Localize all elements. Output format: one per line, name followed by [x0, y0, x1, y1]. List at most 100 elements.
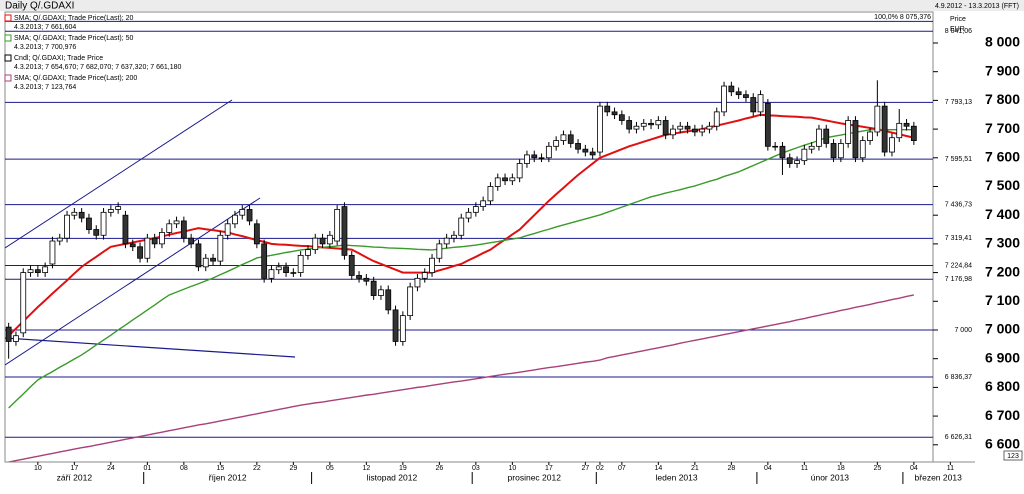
candle-body: [516, 163, 523, 179]
legend-swatch: [4, 14, 12, 22]
candle-body: [691, 128, 698, 133]
candle-body: [71, 211, 78, 216]
candle-body: [202, 257, 209, 268]
candle-body: [867, 131, 873, 141]
candle-body: [662, 120, 669, 136]
y-axis-unit: EUR: [950, 26, 965, 33]
candle-body: [137, 246, 143, 259]
candle-body: [312, 237, 319, 251]
candle-body: [13, 335, 19, 342]
trend-line: [5, 99, 233, 249]
x-tick-label: 27: [581, 465, 589, 472]
candle-body: [305, 249, 311, 256]
corner-label: 123: [1007, 453, 1019, 460]
candle-body: [721, 85, 727, 113]
month-label: listopad 2012: [367, 472, 418, 482]
x-tick-label: 12: [362, 465, 370, 472]
y-tick-label: 6 700: [985, 407, 1020, 423]
level-label: 8 041,06: [945, 28, 972, 35]
x-tick-label: 04: [910, 465, 918, 472]
candle-body: [794, 160, 800, 164]
sma-line: [8, 128, 914, 409]
candle-body: [604, 105, 611, 113]
candle-body: [356, 275, 362, 279]
candle-body: [159, 232, 165, 245]
candle-body: [567, 134, 574, 144]
level-label: 7 793,13: [945, 99, 972, 106]
candle-body: [560, 134, 567, 141]
level-label: 7 176,98: [945, 276, 972, 283]
y-tick-label: 6 900: [985, 349, 1020, 365]
y-tick-label: 8 000: [985, 34, 1020, 50]
sma-line: [8, 294, 914, 462]
candle-body: [757, 94, 764, 113]
y-tick-label: 7 900: [985, 62, 1020, 78]
candle-body: [764, 102, 771, 147]
candle-body: [326, 234, 333, 245]
candle-body: [786, 157, 793, 164]
y-tick-label: 7 800: [985, 91, 1020, 107]
candle-body: [889, 137, 895, 153]
candle-body: [93, 229, 100, 236]
candle-body: [728, 85, 735, 93]
candle-body: [648, 122, 654, 126]
candle-body: [531, 154, 538, 159]
candle-body: [845, 120, 852, 144]
y-tick-label: 7 400: [985, 206, 1020, 222]
x-tick-label: 15: [216, 465, 224, 472]
candle-body: [64, 214, 70, 239]
candle-body: [20, 272, 27, 334]
candle-body: [830, 143, 837, 159]
candle-body: [290, 272, 297, 274]
x-tick-label: 29: [289, 465, 297, 472]
x-tick-label: 01: [143, 465, 151, 472]
candle-body: [188, 237, 195, 245]
x-tick-label: 14: [654, 465, 662, 472]
candle-body: [107, 209, 114, 213]
candle-body: [743, 94, 749, 98]
candle-body: [597, 105, 603, 153]
x-tick-label: 26: [435, 465, 443, 472]
candle-body: [881, 105, 888, 153]
candle-body: [100, 211, 107, 236]
candle-body: [750, 97, 757, 113]
y-tick-label: 6 600: [985, 435, 1020, 451]
y-tick-label: 7 000: [985, 321, 1020, 337]
y-tick-label: 7 700: [985, 120, 1020, 136]
candle-body: [348, 254, 355, 276]
candle-body: [684, 125, 691, 130]
candle-body: [151, 237, 158, 245]
x-tick-label: 24: [107, 465, 115, 472]
x-tick-label: 19: [399, 465, 407, 472]
month-label: září 2012: [57, 472, 93, 482]
legend-name: SMA; Q/.GDAXI; Trade Price(Last); 200: [14, 75, 137, 82]
candle-body: [896, 122, 903, 139]
candle-body: [713, 111, 720, 127]
candle-body: [677, 125, 684, 130]
level-label: 6 836,37: [945, 374, 972, 381]
candle-body: [655, 120, 662, 126]
candle-body: [341, 206, 348, 256]
x-tick-label: 10: [508, 465, 516, 472]
legend-last: 4.3.2013; 7 661,604: [14, 24, 76, 31]
candle-body: [874, 105, 881, 133]
candle-body: [772, 145, 779, 148]
x-tick-label: 08: [180, 465, 188, 472]
candle-body: [180, 220, 187, 239]
candle-body: [5, 326, 12, 342]
level-label: 7 436,73: [945, 201, 972, 208]
candle-body: [458, 217, 465, 236]
candle-body: [122, 214, 129, 245]
candle-body: [823, 128, 830, 144]
trend-line: [5, 197, 261, 366]
chart-subtitle: 4.9.2012 - 13.3.2013 (FFT): [935, 3, 1019, 10]
header-bar: [0, 0, 1024, 11]
level-label: 7 319,41: [945, 235, 972, 242]
candle-body: [78, 211, 85, 219]
candle-body: [173, 220, 180, 225]
candle-body: [399, 315, 406, 342]
chart-title: Daily Q/.GDAXI: [5, 1, 74, 12]
candle-body: [86, 217, 92, 230]
candle-body: [545, 145, 552, 159]
